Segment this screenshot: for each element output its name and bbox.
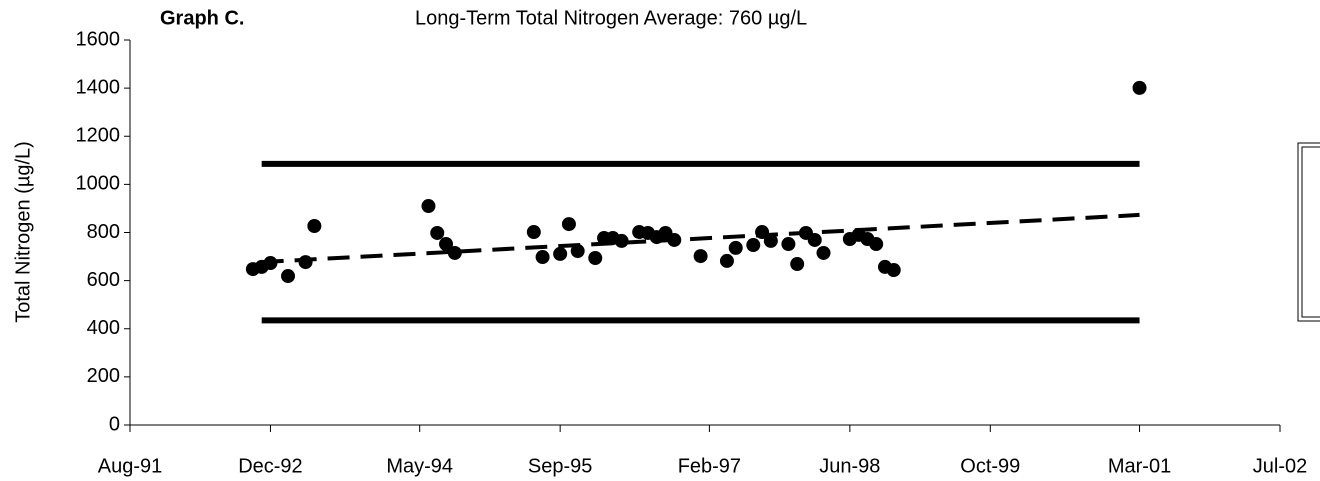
data-point bbox=[526, 225, 541, 240]
x-tick-label: Aug-91 bbox=[98, 455, 163, 477]
data-point bbox=[746, 238, 761, 253]
x-tick-label: Dec-92 bbox=[238, 455, 302, 477]
y-tick-label: 200 bbox=[87, 365, 120, 387]
data-point bbox=[763, 233, 778, 248]
data-point bbox=[553, 246, 568, 261]
data-point bbox=[307, 219, 322, 234]
x-tick-label: Sep-95 bbox=[528, 455, 593, 477]
y-axis-label: Total Nitrogen (µg/L) bbox=[12, 141, 34, 323]
x-tick-label: Feb-97 bbox=[678, 455, 741, 477]
data-point bbox=[447, 245, 462, 260]
data-point bbox=[439, 237, 454, 252]
data-point bbox=[430, 225, 445, 240]
data-point bbox=[421, 199, 436, 214]
data-point bbox=[869, 237, 884, 252]
data-point bbox=[561, 217, 576, 232]
trend-line bbox=[261, 212, 1140, 265]
data-point bbox=[281, 269, 296, 284]
y-tick-label: 1600 bbox=[76, 28, 121, 50]
data-point bbox=[570, 244, 585, 259]
data-point bbox=[535, 250, 550, 265]
data-point bbox=[816, 245, 831, 260]
y-tick-label: 400 bbox=[87, 317, 120, 339]
y-tick-label: 0 bbox=[109, 413, 120, 435]
x-tick-label: Mar-01 bbox=[1108, 455, 1171, 477]
data-point bbox=[588, 251, 603, 266]
x-tick-label: Jul-02 bbox=[1253, 455, 1307, 477]
x-tick-label: May-94 bbox=[386, 455, 453, 477]
data-point bbox=[886, 263, 901, 278]
legend-frame bbox=[1297, 142, 1320, 322]
data-point bbox=[790, 257, 805, 272]
y-tick-label: 1400 bbox=[76, 76, 121, 98]
data-point bbox=[719, 253, 734, 268]
chart-subtitle: Long-Term Total Nitrogen Average: 760 µg… bbox=[415, 7, 807, 29]
x-tick-label: Oct-99 bbox=[960, 455, 1020, 477]
data-point bbox=[693, 249, 708, 264]
y-tick-label: 1200 bbox=[76, 125, 121, 147]
data-point bbox=[1132, 80, 1147, 95]
data-point bbox=[298, 255, 313, 270]
y-tick-label: 600 bbox=[87, 269, 120, 291]
y-tick-label: 1000 bbox=[76, 173, 121, 195]
legend-frame-inner bbox=[1301, 146, 1320, 318]
x-tick-label: Jun-98 bbox=[819, 455, 880, 477]
data-point bbox=[781, 237, 796, 252]
y-tick-label: 800 bbox=[87, 221, 120, 243]
data-point bbox=[807, 232, 822, 247]
data-point bbox=[728, 240, 743, 255]
chart-title: Graph C. bbox=[160, 7, 244, 29]
